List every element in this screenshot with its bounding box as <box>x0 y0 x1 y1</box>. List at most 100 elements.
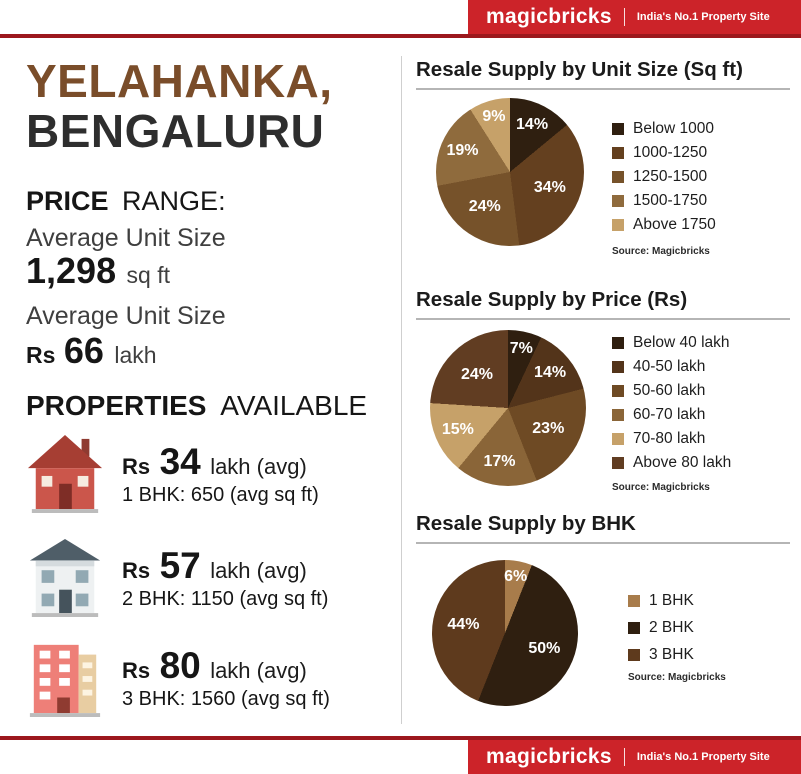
pie-percent-label: 7% <box>509 339 533 357</box>
legend-swatch <box>612 219 624 231</box>
chart-title-unit-size: Resale Supply by Unit Size (Sq ft) <box>416 58 743 81</box>
properties-heading-bold: PROPERTIES <box>26 390 207 421</box>
column-divider <box>401 56 402 724</box>
properties-heading: PROPERTIES AVAILABLE <box>26 390 367 422</box>
legend-label: 1500-1750 <box>633 192 708 209</box>
unit-size-unit: sq ft <box>126 262 171 288</box>
legend-label: 60-70 lakh <box>633 406 706 423</box>
property-detail: 3 BHK: 1560 (avg sq ft) <box>122 688 330 710</box>
legend-swatch <box>628 622 640 634</box>
property-info: Rs 57 lakh (avg) 2 BHK: 1150 (avg sq ft) <box>122 545 328 611</box>
pie-percent-label: 23% <box>532 419 565 437</box>
legend-item: 50-60 lakh <box>612 382 731 400</box>
price-range-heading-bold: PRICE <box>26 186 109 216</box>
price-suffix: lakh (avg) <box>210 558 307 583</box>
pie-percent-label: 14% <box>516 116 549 134</box>
unit-price-unit: lakh <box>114 342 157 368</box>
legend-swatch <box>612 195 624 207</box>
legend-bhk: 1 BHK 2 BHK 3 BHK <box>628 592 694 673</box>
property-price: Rs 34 lakh (avg) <box>122 441 319 483</box>
chart-title-underline <box>416 88 790 90</box>
legend-label: 70-80 lakh <box>633 430 706 447</box>
legend-swatch <box>612 385 624 397</box>
properties-heading-rest: AVAILABLE <box>220 390 368 421</box>
location-title-line2: BENGALURU <box>26 105 325 157</box>
property-row-2bhk: Rs 57 lakh (avg) 2 BHK: 1150 (avg sq ft) <box>26 536 328 620</box>
pie-percent-label: 19% <box>446 142 479 160</box>
property-info: Rs 34 lakh (avg) 1 BHK: 650 (avg sq ft) <box>122 441 319 507</box>
price-value: 34 <box>159 441 201 482</box>
property-detail: 2 BHK: 1150 (avg sq ft) <box>122 588 329 610</box>
legend-item: 70-80 lakh <box>612 430 731 448</box>
legend-label: 1250-1500 <box>633 168 708 185</box>
house-1bhk-icon <box>26 432 104 516</box>
legend-item: 60-70 lakh <box>612 406 731 424</box>
legend-price: Below 40 lakh 40-50 lakh 50-60 lakh 60-70 l… <box>612 334 731 478</box>
price-value: 57 <box>159 545 201 586</box>
avg-unit-price-value: Rs 66 lakh <box>26 330 157 372</box>
legend-swatch <box>628 595 640 607</box>
pie-percent-label: 14% <box>534 364 567 382</box>
legend-label: 1 BHK <box>649 592 694 609</box>
property-price: Rs 80 lakh (avg) <box>122 645 330 687</box>
chart-title-underline <box>416 542 790 544</box>
pie-percent-label: 24% <box>468 197 501 215</box>
avg-unit-size-label: Average Unit Size <box>26 224 226 252</box>
legend-label: 2 BHK <box>649 619 694 636</box>
magicbricks-logo: magicbricks <box>486 745 612 768</box>
brand-tagline: India's No.1 Property Site <box>636 11 770 23</box>
pie-percent-label: 50% <box>528 639 561 657</box>
pie-percent-label: 9% <box>482 107 506 125</box>
legend-swatch <box>612 171 624 183</box>
legend-swatch <box>612 361 624 373</box>
pie-percent-label: 6% <box>504 568 528 586</box>
property-price: Rs 57 lakh (avg) <box>122 545 328 587</box>
pie-percent-label: 34% <box>533 178 566 196</box>
pie-percent-label: 15% <box>441 420 474 438</box>
legend-label: 1000-1250 <box>633 144 708 161</box>
legend-swatch <box>612 457 624 469</box>
source-note: Source: Magicbricks <box>612 246 710 257</box>
legend-item: 40-50 lakh <box>612 358 731 376</box>
source-note: Source: Magicbricks <box>612 482 710 493</box>
currency-label: Rs <box>26 342 56 368</box>
property-detail: 1 BHK: 650 (avg sq ft) <box>122 484 319 506</box>
legend-label: 3 BHK <box>649 646 694 663</box>
legend-item: 1 BHK <box>628 592 694 610</box>
price-range-heading: PRICE RANGE: <box>26 186 226 217</box>
bottom-brand-bar: magicbricks India's No.1 Property Site <box>468 740 801 774</box>
legend-item: Below 40 lakh <box>612 334 731 352</box>
brand-tagline: India's No.1 Property Site <box>636 751 770 763</box>
avg-unit-price-label: Average Unit Size <box>26 302 226 330</box>
legend-label: Below 1000 <box>633 120 715 137</box>
legend-item: Below 1000 <box>612 120 716 138</box>
legend-swatch <box>612 409 624 421</box>
legend-swatch <box>628 649 640 661</box>
property-row-3bhk: Rs 80 lakh (avg) 3 BHK: 1560 (avg sq ft) <box>26 636 330 720</box>
legend-swatch <box>612 123 624 135</box>
avg-unit-size-value: 1,298 sq ft <box>26 250 170 292</box>
property-row-1bhk: Rs 34 lakh (avg) 1 BHK: 650 (avg sq ft) <box>26 432 319 516</box>
top-brand-bar: magicbricks India's No.1 Property Site <box>468 0 801 34</box>
legend-item: Above 80 lakh <box>612 454 731 472</box>
legend-unit-size: Below 1000 1000-1250 1250-1500 1500-1750 Abo… <box>612 120 716 240</box>
house-2bhk-icon <box>26 536 104 620</box>
legend-item: Above 1750 <box>612 216 716 234</box>
pie-percent-label: 17% <box>483 452 516 470</box>
magicbricks-logo: magicbricks <box>486 5 612 28</box>
legend-item: 1000-1250 <box>612 144 716 162</box>
apartment-3bhk-icon <box>26 636 104 720</box>
chart-title-bhk: Resale Supply by BHK <box>416 512 636 535</box>
legend-swatch <box>612 337 624 349</box>
pie-chart-unit-size: 14% 34% 24% 19% 9% <box>436 98 584 246</box>
legend-swatch <box>612 147 624 159</box>
price-value: 80 <box>159 645 201 686</box>
source-note: Source: Magicbricks <box>628 672 726 683</box>
pie-chart-bhk: 6% 50% 44% <box>432 560 578 706</box>
legend-swatch <box>612 433 624 445</box>
legend-item: 1500-1750 <box>612 192 716 210</box>
chart-title-underline <box>416 318 790 320</box>
chart-title-price: Resale Supply by Price (Rs) <box>416 288 688 311</box>
price-suffix: lakh (avg) <box>210 658 307 683</box>
